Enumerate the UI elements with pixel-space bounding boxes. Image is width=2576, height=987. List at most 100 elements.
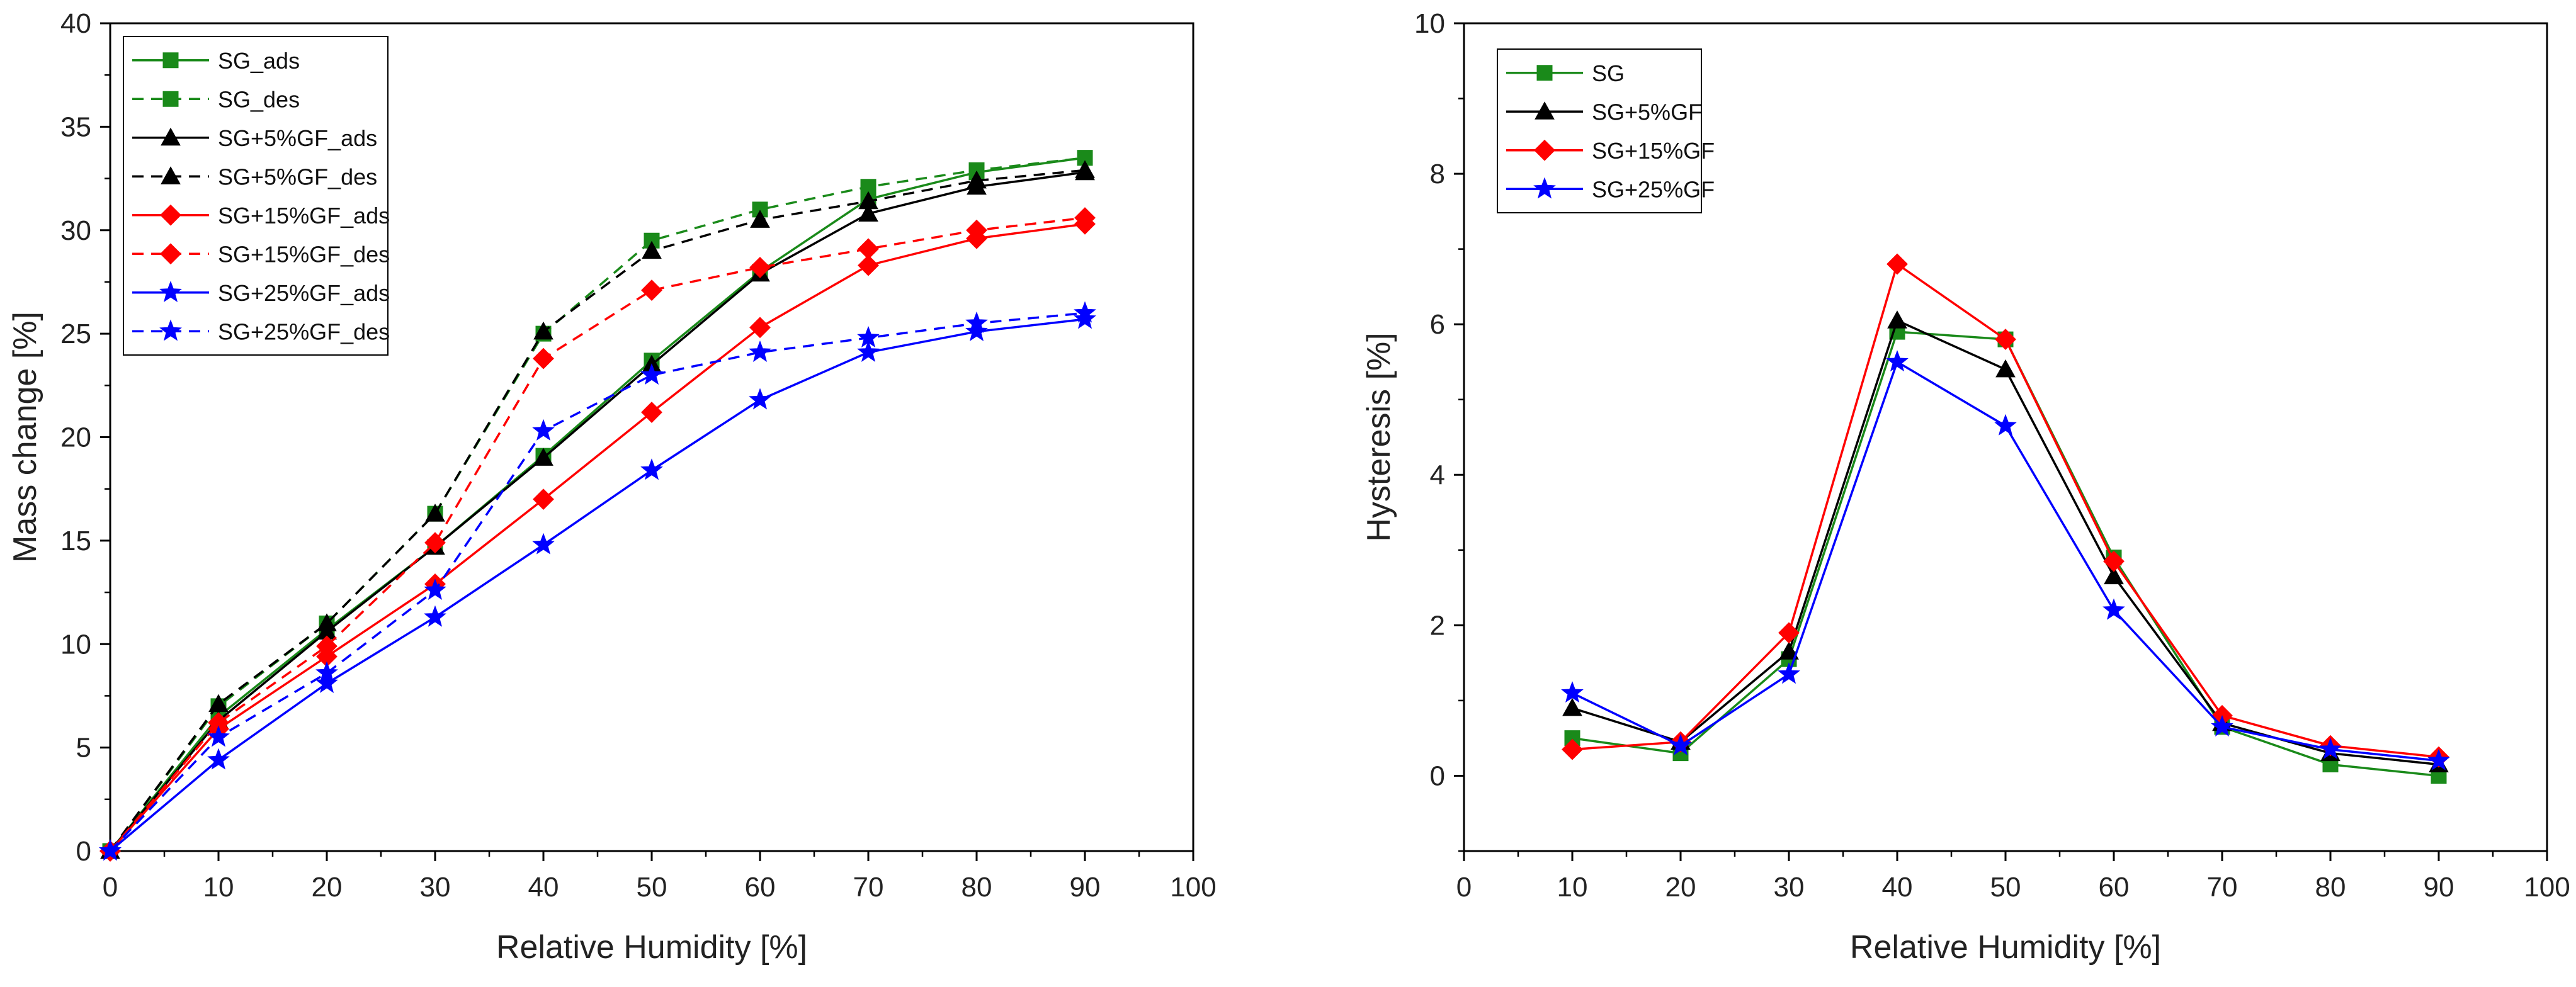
x-tick-label: 100: [1170, 872, 1216, 903]
data-point: [749, 388, 771, 410]
data-point: [1669, 733, 1692, 755]
data-point: [1778, 622, 1800, 644]
legend-marker: [162, 52, 179, 69]
mass-change-chart: 0 10 20 30 40 50 60 70 80 90 100 0 5 10 15 20 25 30 35 40 Re…: [7, 8, 1217, 966]
legend-marker: [1534, 139, 1555, 161]
data-point: [968, 162, 985, 178]
data-point: [857, 340, 880, 362]
data-point: [858, 191, 878, 210]
y-tick-label: 0: [1430, 760, 1445, 791]
legend-marker: [159, 280, 182, 302]
y-tick-label: 6: [1430, 309, 1445, 340]
series-sg-plus-5pctgf: [1562, 310, 2449, 773]
data-point: [99, 839, 122, 861]
legend-marker: [160, 204, 181, 226]
x-tick-label: 50: [1990, 872, 2021, 903]
data-point: [533, 347, 554, 369]
x-tick-label: 80: [962, 872, 992, 903]
data-point: [315, 671, 338, 693]
legend-label: SG_ads: [218, 48, 300, 74]
legend-entry-sg-plus-15pctgf: SG+15%GF: [1506, 138, 1715, 164]
x-tick-label: 0: [1456, 872, 1472, 903]
data-point: [965, 319, 988, 342]
data-point: [2211, 714, 2233, 736]
x-tick-label: 60: [2099, 872, 2130, 903]
data-point: [207, 748, 230, 770]
x-tick-label: 20: [1665, 872, 1696, 903]
data-point: [641, 279, 662, 301]
y-tick-label: 15: [60, 526, 91, 556]
x-tick-label: 90: [1070, 872, 1101, 903]
x-tick-label: 100: [2524, 872, 2570, 903]
legend-label: SG+25%GF_des: [218, 319, 390, 344]
y-tick-label: 10: [60, 629, 91, 660]
data-point: [2427, 748, 2450, 770]
x-tick-label: 50: [637, 872, 667, 903]
legend-label: SG_des: [218, 86, 300, 112]
data-point: [858, 238, 879, 260]
x-tick-label: 40: [1882, 872, 1913, 903]
data-point: [749, 340, 771, 362]
legend-marker: [1535, 101, 1555, 120]
legend: SG SG+5%GF SG+15%GF SG+25%GF: [1497, 48, 1715, 213]
legend-label: SG+15%GF: [1592, 138, 1715, 164]
series-line: [109, 223, 1086, 852]
data-point: [424, 532, 446, 554]
data-point: [1995, 359, 2016, 378]
series-sg-plus-5pctgf-des: [100, 160, 1095, 859]
legend-entry-sg: SG: [1506, 60, 1625, 86]
x-tick-label: 10: [203, 872, 234, 903]
data-point: [533, 321, 553, 340]
data-point: [316, 635, 338, 657]
legend-entry-sg-des: SG_des: [132, 86, 300, 112]
y-tick-label: 0: [76, 836, 91, 867]
legend-label: SG: [1592, 60, 1625, 86]
data-point: [1564, 730, 1580, 747]
data-point: [644, 232, 660, 249]
data-point: [2103, 550, 2125, 572]
data-point: [315, 661, 338, 683]
legend-entry-sg-plus-5pctgf-des: SG+5%GF_des: [132, 164, 377, 189]
data-point: [532, 533, 555, 555]
data-point: [858, 203, 878, 222]
legend-label: SG+15%GF_des: [218, 241, 390, 267]
legend-box: [1497, 48, 1702, 213]
data-point: [1561, 681, 1584, 703]
legend-marker: [161, 166, 181, 184]
data-point: [752, 201, 768, 218]
data-point: [425, 504, 445, 522]
legend-marker: [1536, 65, 1553, 81]
legend-marker: [161, 127, 181, 146]
data-point: [424, 605, 446, 627]
x-tick-label: 20: [312, 872, 343, 903]
data-point: [858, 254, 879, 276]
series-line: [109, 156, 1086, 852]
legend-entry-sg-plus-5pctgf-ads: SG+5%GF_ads: [132, 125, 377, 151]
series-line: [109, 217, 1086, 852]
data-point: [857, 325, 880, 347]
x-tick-label: 70: [2207, 872, 2238, 903]
y-tick-label: 10: [1414, 8, 1445, 39]
series-sg: [1564, 324, 2447, 784]
data-point: [966, 219, 987, 241]
x-axis-title: Relative Humidity [%]: [1850, 929, 2161, 966]
series-sg-plus-25pctgf-des: [99, 301, 1096, 861]
legend-marker: [1533, 177, 1556, 199]
y-tick-label: 5: [76, 733, 91, 764]
series-line: [109, 312, 1086, 852]
data-point: [1074, 307, 1096, 329]
data-point: [1562, 697, 1582, 716]
x-tick-label: 90: [2424, 872, 2454, 903]
x-tick-label: 60: [745, 872, 776, 903]
data-point: [1074, 207, 1096, 228]
series-line: [109, 318, 1086, 852]
legend-entry-sg-plus-25pctgf: SG+25%GF: [1506, 176, 1715, 202]
data-point: [1779, 641, 1799, 660]
data-point: [1886, 350, 1909, 372]
y-tick-label: 20: [60, 422, 91, 453]
legend-entry-sg-ads: SG_ads: [132, 48, 300, 74]
x-tick-label: 70: [853, 872, 884, 903]
y-tick-label: 8: [1430, 159, 1445, 189]
data-point: [1887, 253, 1908, 275]
x-tick-label: 10: [1557, 872, 1588, 903]
